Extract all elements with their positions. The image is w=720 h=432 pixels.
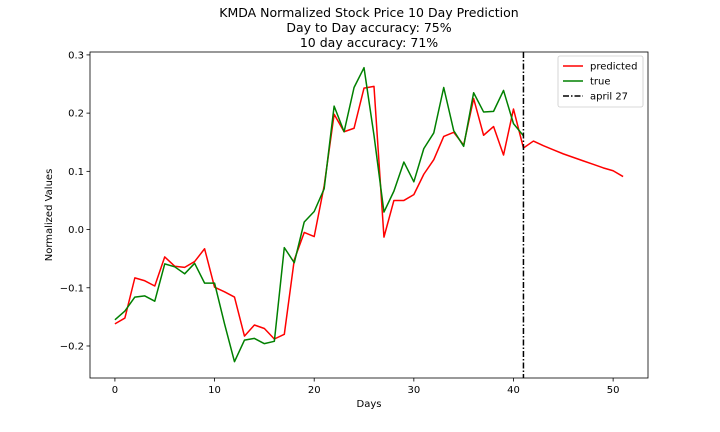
x-tick-label: 10 [208,385,221,396]
x-tick-label: 20 [308,385,321,396]
title-line-2: Day to Day accuracy: 75% [286,20,451,35]
series-layer [114,52,624,378]
title-line-3: 10 day accuracy: 71% [300,35,438,50]
legend-label-predicted: predicted [590,62,637,73]
x-tick-label: 30 [407,385,420,396]
x-axis-label: Days [357,399,382,410]
y-axis-label: Normalized Values [44,169,55,262]
chart-title: KMDA Normalized Stock Price 10 Day Predi… [219,5,518,50]
legend: predicted true april 27 [557,55,644,108]
x-tick-label: 0 [112,385,118,396]
legend-label-true: true [590,77,611,88]
y-tick-label: 0.3 [68,50,84,61]
y-axis: −0.2 −0.1 0.0 0.1 0.2 0.3 [60,50,90,352]
y-tick-label: 0.0 [68,225,84,236]
x-tick-label: 50 [607,385,620,396]
series-line-predicted [114,85,624,340]
x-axis: 0 10 20 30 40 50 [112,378,620,396]
legend-label-april-27: april 27 [590,92,628,103]
y-tick-label: 0.2 [68,109,84,120]
y-tick-label: −0.2 [60,341,84,352]
y-tick-label: −0.1 [60,283,84,294]
series-line-true [114,66,525,363]
legend-box [557,55,644,108]
title-line-1: KMDA Normalized Stock Price 10 Day Predi… [219,5,518,20]
x-tick-label: 40 [507,385,520,396]
plot-area [89,51,649,379]
y-tick-label: 0.1 [68,167,84,178]
